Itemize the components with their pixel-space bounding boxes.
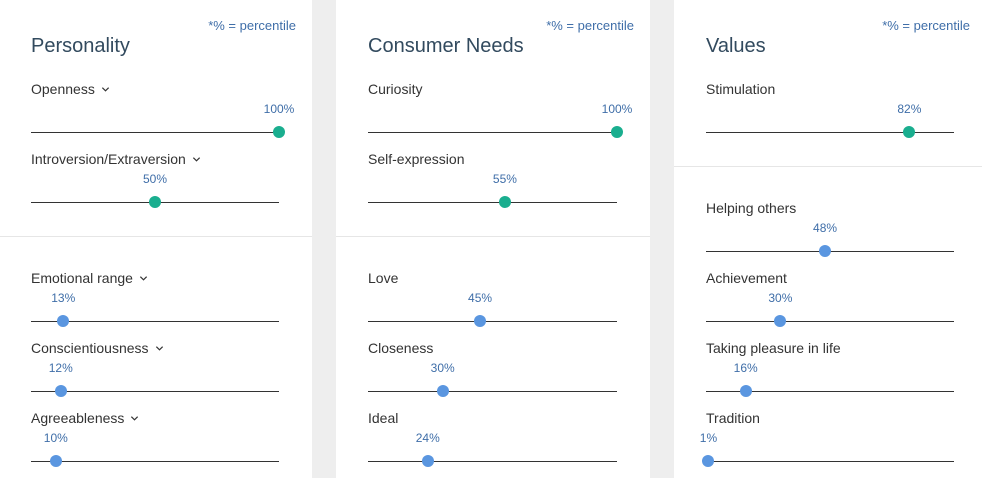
trait-label[interactable]: Introversion/Extraversion — [31, 151, 201, 167]
panel-title: Values — [706, 35, 766, 57]
slider-track — [368, 132, 617, 133]
trait-label: Taking pleasure in life — [706, 340, 841, 356]
trait-label: Stimulation — [706, 81, 775, 97]
percentile-value: 30% — [768, 291, 793, 305]
chevron-down-icon[interactable] — [101, 85, 110, 94]
trait-label[interactable]: Conscientiousness — [31, 340, 164, 356]
slider-track — [706, 461, 954, 462]
percentile-note: *% = percentile — [546, 18, 634, 33]
trait-label[interactable]: Agreeableness — [31, 410, 139, 426]
bottom-section — [0, 237, 312, 478]
trait-name: Ideal — [368, 410, 399, 426]
percentile-value: 100% — [263, 102, 295, 116]
percentile-value: 50% — [142, 172, 168, 186]
slider-track — [706, 132, 954, 133]
percentile-value: 45% — [468, 291, 493, 305]
chevron-down-icon[interactable] — [130, 414, 139, 423]
slider-thumb — [819, 245, 832, 257]
slider-track — [368, 321, 617, 322]
percentile-value: 10% — [43, 431, 68, 445]
trait-label: Tradition — [706, 410, 760, 426]
chevron-down-icon[interactable] — [155, 344, 164, 353]
trait-label[interactable]: Emotional range — [31, 270, 148, 286]
bottom-section — [336, 237, 650, 478]
trait-name: Agreeableness — [31, 410, 125, 426]
percentile-value: 100% — [601, 102, 633, 116]
trait-name: Emotional range — [31, 270, 133, 286]
panel-title: Personality — [31, 35, 130, 57]
slider-thumb — [436, 385, 449, 397]
slider-track — [706, 391, 954, 392]
trait-name: Curiosity — [368, 81, 423, 97]
slider-track — [368, 391, 617, 392]
trait-label: Closeness — [368, 340, 433, 356]
percentile-value: 13% — [51, 291, 76, 305]
trait-name: Conscientiousness — [31, 340, 149, 356]
percentile-note: *% = percentile — [208, 18, 296, 33]
panel-values: *% = percentile Values Stimulation 82% Helpi… — [674, 0, 982, 478]
bottom-section — [674, 167, 982, 478]
slider-track — [706, 321, 954, 322]
slider-thumb — [774, 315, 787, 327]
slider-track — [31, 321, 279, 322]
percentile-value: 48% — [813, 221, 838, 235]
slider-track — [31, 132, 279, 133]
trait-name: Tradition — [706, 410, 760, 426]
slider-track — [368, 461, 617, 462]
percentile-value: 16% — [733, 361, 758, 375]
trait-name: Taking pleasure in life — [706, 340, 841, 356]
slider-track — [31, 391, 279, 392]
slider-thumb — [421, 455, 434, 467]
slider-track — [368, 202, 617, 203]
trait-label[interactable]: Openness — [31, 81, 110, 97]
slider-thumb — [498, 196, 511, 208]
trait-name: Openness — [31, 81, 95, 97]
top-section — [336, 0, 650, 237]
trait-label: Curiosity — [368, 81, 422, 97]
percentile-value: 30% — [430, 361, 455, 375]
slider-thumb — [149, 196, 161, 208]
percentile-value: 12% — [48, 361, 73, 375]
slider-thumb — [702, 455, 715, 467]
panel-title: Consumer Needs — [368, 35, 524, 57]
panel-consumer-needs: *% = percentile Consumer Needs Curiosity 10… — [336, 0, 650, 478]
panel-personality: *% = percentile Personality Openness 100% In… — [0, 0, 312, 478]
chevron-down-icon[interactable] — [192, 155, 201, 164]
percentile-value: 1% — [699, 431, 718, 445]
slider-thumb — [474, 315, 487, 327]
slider-thumb — [739, 385, 752, 397]
trait-name: Self-expression — [368, 151, 465, 167]
slider-thumb — [54, 385, 67, 397]
slider-thumb — [273, 126, 285, 138]
chevron-down-icon[interactable] — [139, 274, 148, 283]
top-section — [674, 0, 982, 167]
slider-thumb — [611, 126, 623, 138]
trait-label: Love — [368, 270, 398, 286]
slider-thumb — [57, 315, 70, 327]
trait-label: Self-expression — [368, 151, 465, 167]
percentile-value: 55% — [492, 172, 517, 186]
trait-name: Achievement — [706, 270, 787, 286]
percentile-note: *% = percentile — [882, 18, 970, 33]
percentile-value: 82% — [897, 102, 922, 116]
trait-name: Helping others — [706, 200, 797, 216]
percentile-value: 24% — [415, 431, 440, 445]
trait-name: Stimulation — [706, 81, 776, 97]
trait-name: Closeness — [368, 340, 434, 356]
trait-label: Helping others — [706, 200, 796, 216]
slider-track — [31, 461, 279, 462]
trait-name: Introversion/Extraversion — [31, 151, 186, 167]
trait-label: Achievement — [706, 270, 787, 286]
slider-thumb — [49, 455, 62, 467]
trait-name: Love — [368, 270, 399, 286]
trait-label: Ideal — [368, 410, 398, 426]
slider-thumb — [903, 126, 916, 138]
